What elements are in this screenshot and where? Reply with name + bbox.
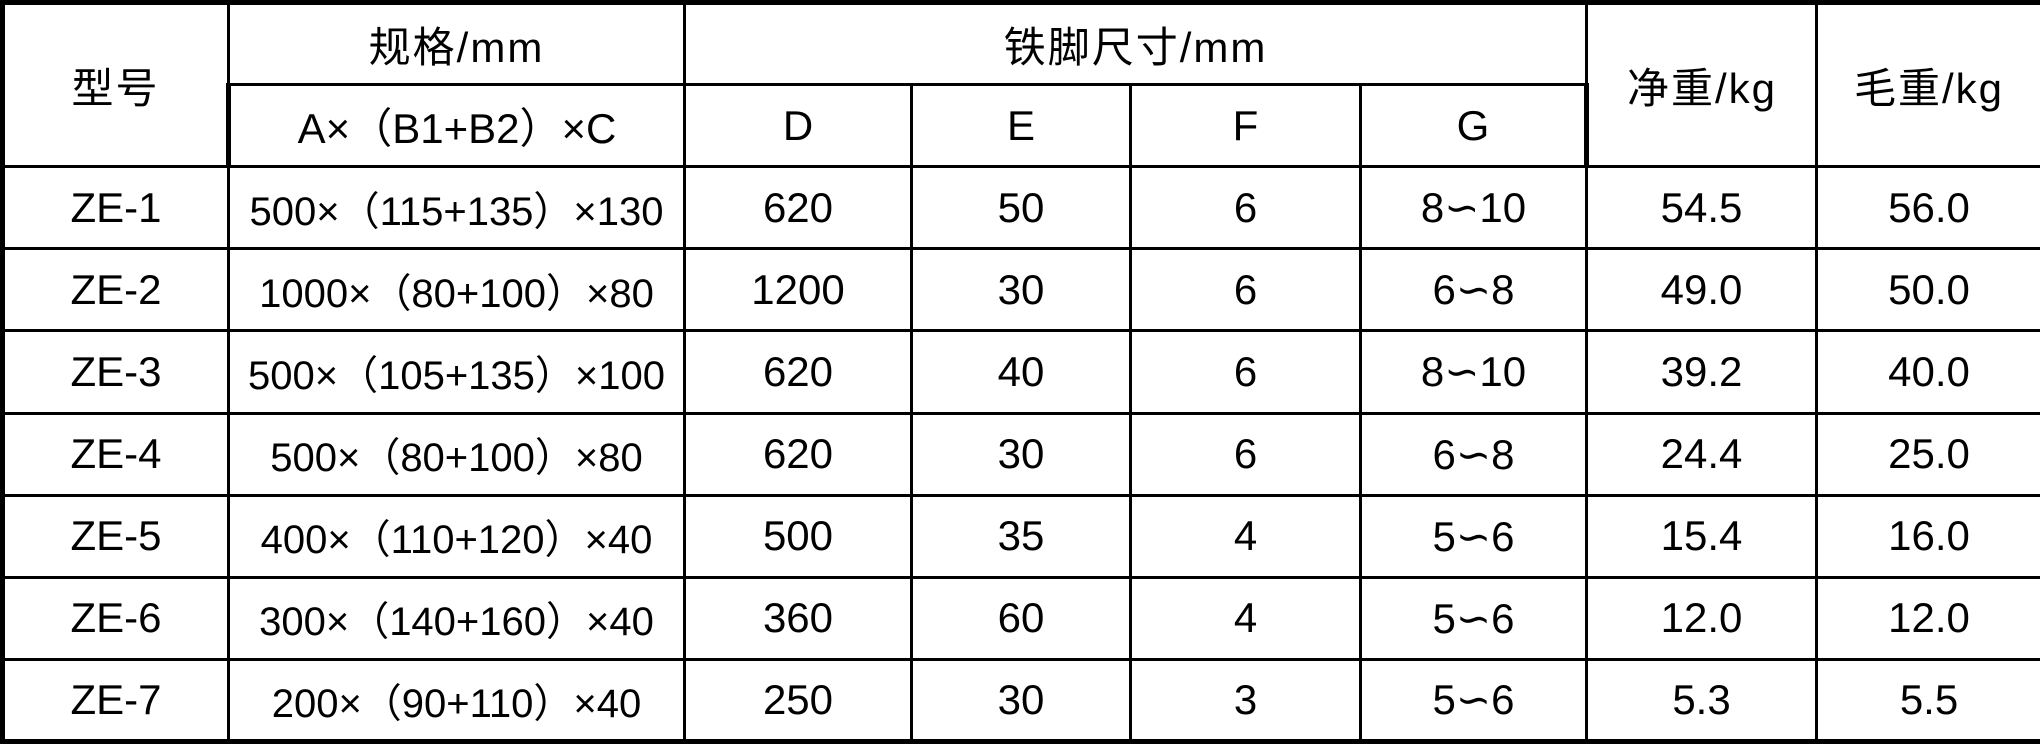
header-net-weight: 净重/kg: [1585, 0, 1819, 169]
table-row: ZE-3 500×（105+135）×100 620 40 6 8∽10 39.…: [0, 329, 2040, 415]
header-model: 型号: [0, 0, 230, 169]
cell-g: 5∽6: [1358, 493, 1589, 579]
table-row: ZE-7 200×（90+110）×40 250 30 3 5∽6 5.3 5.…: [0, 657, 2040, 744]
cell-g: 5∽6: [1358, 657, 1589, 744]
cell-spec: 1000×（80+100）×80: [227, 247, 686, 333]
cell-net-weight: 54.5: [1585, 165, 1819, 251]
cell-spec: 300×（140+160）×40: [227, 575, 686, 661]
cell-gross-weight: 25.0: [1815, 411, 2040, 497]
cell-d: 620: [683, 165, 913, 251]
cell-model: ZE-2: [0, 247, 230, 333]
cell-model: ZE-7: [0, 657, 230, 744]
cell-e: 40: [910, 329, 1132, 415]
cell-gross-weight: 12.0: [1815, 575, 2040, 661]
cell-d: 500: [683, 493, 913, 579]
header-row-2: A×（B1+B2）×C D E F G: [3, 83, 2040, 169]
cell-net-weight: 15.4: [1585, 493, 1819, 579]
header-spec-group: 规格/mm: [227, 0, 686, 87]
cell-gross-weight: 40.0: [1815, 329, 2040, 415]
header-col-g: G: [1358, 83, 1590, 169]
cell-d: 250: [683, 657, 913, 744]
cell-g: 5∽6: [1358, 575, 1589, 661]
cell-spec: 500×（105+135）×100: [227, 329, 686, 415]
cell-model: ZE-4: [0, 411, 230, 497]
cell-g: 8∽10: [1358, 329, 1589, 415]
cell-f: 4: [1129, 493, 1362, 579]
cell-gross-weight: 5.5: [1815, 657, 2040, 744]
cell-e: 30: [910, 411, 1132, 497]
cell-net-weight: 5.3: [1585, 657, 1819, 744]
cell-e: 60: [910, 575, 1132, 661]
cell-d: 360: [683, 575, 913, 661]
cell-net-weight: 49.0: [1585, 247, 1819, 333]
cell-f: 6: [1129, 247, 1362, 333]
cell-f: 3: [1129, 657, 1362, 744]
header-col-e: E: [910, 83, 1132, 169]
cell-e: 35: [910, 493, 1132, 579]
cell-e: 50: [910, 165, 1132, 251]
cell-g: 8∽10: [1358, 165, 1589, 251]
cell-f: 6: [1129, 329, 1362, 415]
cell-model: ZE-6: [0, 575, 230, 661]
cell-spec: 500×（115+135）×130: [227, 165, 686, 251]
header-col-d: D: [683, 83, 913, 169]
cell-spec: 400×（110+120）×40: [227, 493, 686, 579]
cell-f: 4: [1129, 575, 1362, 661]
cell-g: 6∽8: [1358, 411, 1589, 497]
cell-d: 620: [683, 411, 913, 497]
cell-e: 30: [910, 657, 1132, 744]
header-gross-weight: 毛重/kg: [1815, 0, 2040, 169]
cell-net-weight: 12.0: [1585, 575, 1819, 661]
header-col-f: F: [1129, 83, 1362, 169]
cell-spec: 500×（80+100）×80: [227, 411, 686, 497]
cell-net-weight: 24.4: [1585, 411, 1819, 497]
cell-gross-weight: 16.0: [1815, 493, 2040, 579]
table-row: ZE-5 400×（110+120）×40 500 35 4 5∽6 15.4 …: [0, 493, 2040, 579]
cell-gross-weight: 56.0: [1815, 165, 2040, 251]
header-row-1: 型号 规格/mm 铁脚尺寸/mm 净重/kg 毛重/kg: [0, 0, 2040, 169]
table-row: ZE-2 1000×（80+100）×80 1200 30 6 6∽8 49.0…: [0, 247, 2040, 333]
table-row: ZE-4 500×（80+100）×80 620 30 6 6∽8 24.4 2…: [0, 411, 2040, 497]
cell-net-weight: 39.2: [1585, 329, 1819, 415]
cell-model: ZE-5: [0, 493, 230, 579]
cell-gross-weight: 50.0: [1815, 247, 2040, 333]
header-foot-group: 铁脚尺寸/mm: [682, 0, 1589, 87]
cell-model: ZE-3: [0, 329, 230, 415]
table-row: ZE-1 500×（115+135）×130 620 50 6 8∽10 54.…: [0, 165, 2040, 251]
cell-d: 620: [683, 329, 913, 415]
cell-f: 6: [1129, 411, 1362, 497]
cell-g: 6∽8: [1358, 247, 1589, 333]
table-row: ZE-6 300×（140+160）×40 360 60 4 5∽6 12.0 …: [0, 575, 2040, 661]
cell-spec: 200×（90+110）×40: [227, 657, 686, 744]
cell-model: ZE-1: [0, 165, 230, 251]
cell-f: 6: [1129, 165, 1362, 251]
cell-e: 30: [910, 247, 1132, 333]
header-spec-formula: A×（B1+B2）×C: [226, 83, 686, 169]
cell-d: 1200: [683, 247, 913, 333]
